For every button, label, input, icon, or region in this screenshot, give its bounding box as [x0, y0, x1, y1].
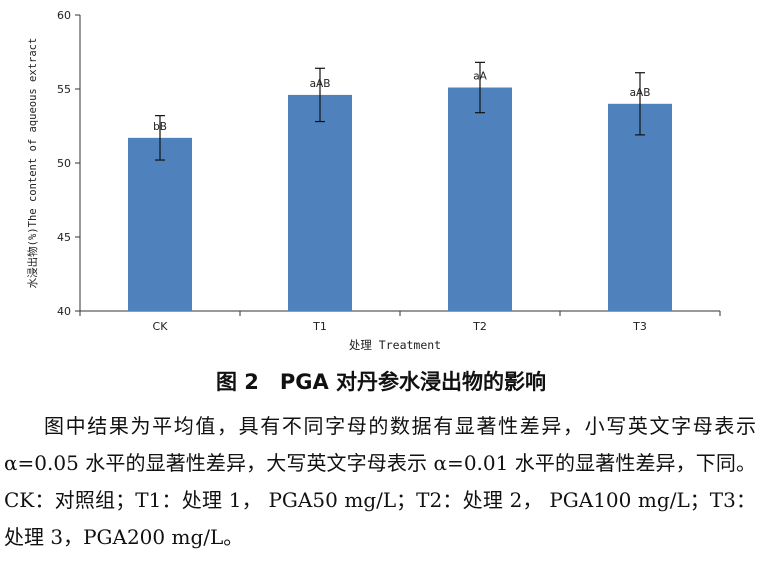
figure-caption: 图 2 PGA 对丹参水浸出物的影响 — [215, 370, 547, 394]
figure-note: 图中结果为平均值，具有不同字母的数据有显著性差异，小写英文字母表示 α=0.05… — [4, 408, 756, 556]
bar-chart: 40 45 50 55 60 CK T1 T2 T3 bB aAB aA aAB 水浸出物(%)The… — [26, 9, 721, 352]
chart-bars: bB aAB aA aAB — [128, 61, 672, 312]
significance-label: aA — [473, 71, 487, 83]
bar-t3 — [608, 103, 672, 311]
figure-note-text: 图中结果为平均值，具有不同字母的数据有显著性差异，小写英文字母表示 α=0.05… — [4, 414, 756, 549]
y-tick-label: 60 — [57, 9, 71, 22]
significance-label: aAB — [630, 87, 651, 99]
y-tick-label: 45 — [57, 231, 71, 244]
y-tick-label: 50 — [57, 157, 71, 170]
x-tick-label: T1 — [312, 320, 327, 333]
bar-t1 — [288, 94, 352, 311]
significance-label: bB — [153, 121, 167, 133]
y-tick-label: 40 — [57, 305, 71, 318]
bar-ck — [128, 137, 192, 311]
y-tick-label: 55 — [57, 83, 71, 96]
x-tick-label: CK — [153, 320, 169, 333]
bar-t2 — [448, 87, 512, 312]
y-axis-label: 水浸出物(%)The content of aqueous extract — [26, 38, 39, 289]
x-axis-label: 处理 Treatment — [349, 338, 441, 352]
x-tick-label: T2 — [472, 320, 487, 333]
x-tick-label: T3 — [632, 320, 647, 333]
significance-label: aAB — [310, 78, 331, 90]
